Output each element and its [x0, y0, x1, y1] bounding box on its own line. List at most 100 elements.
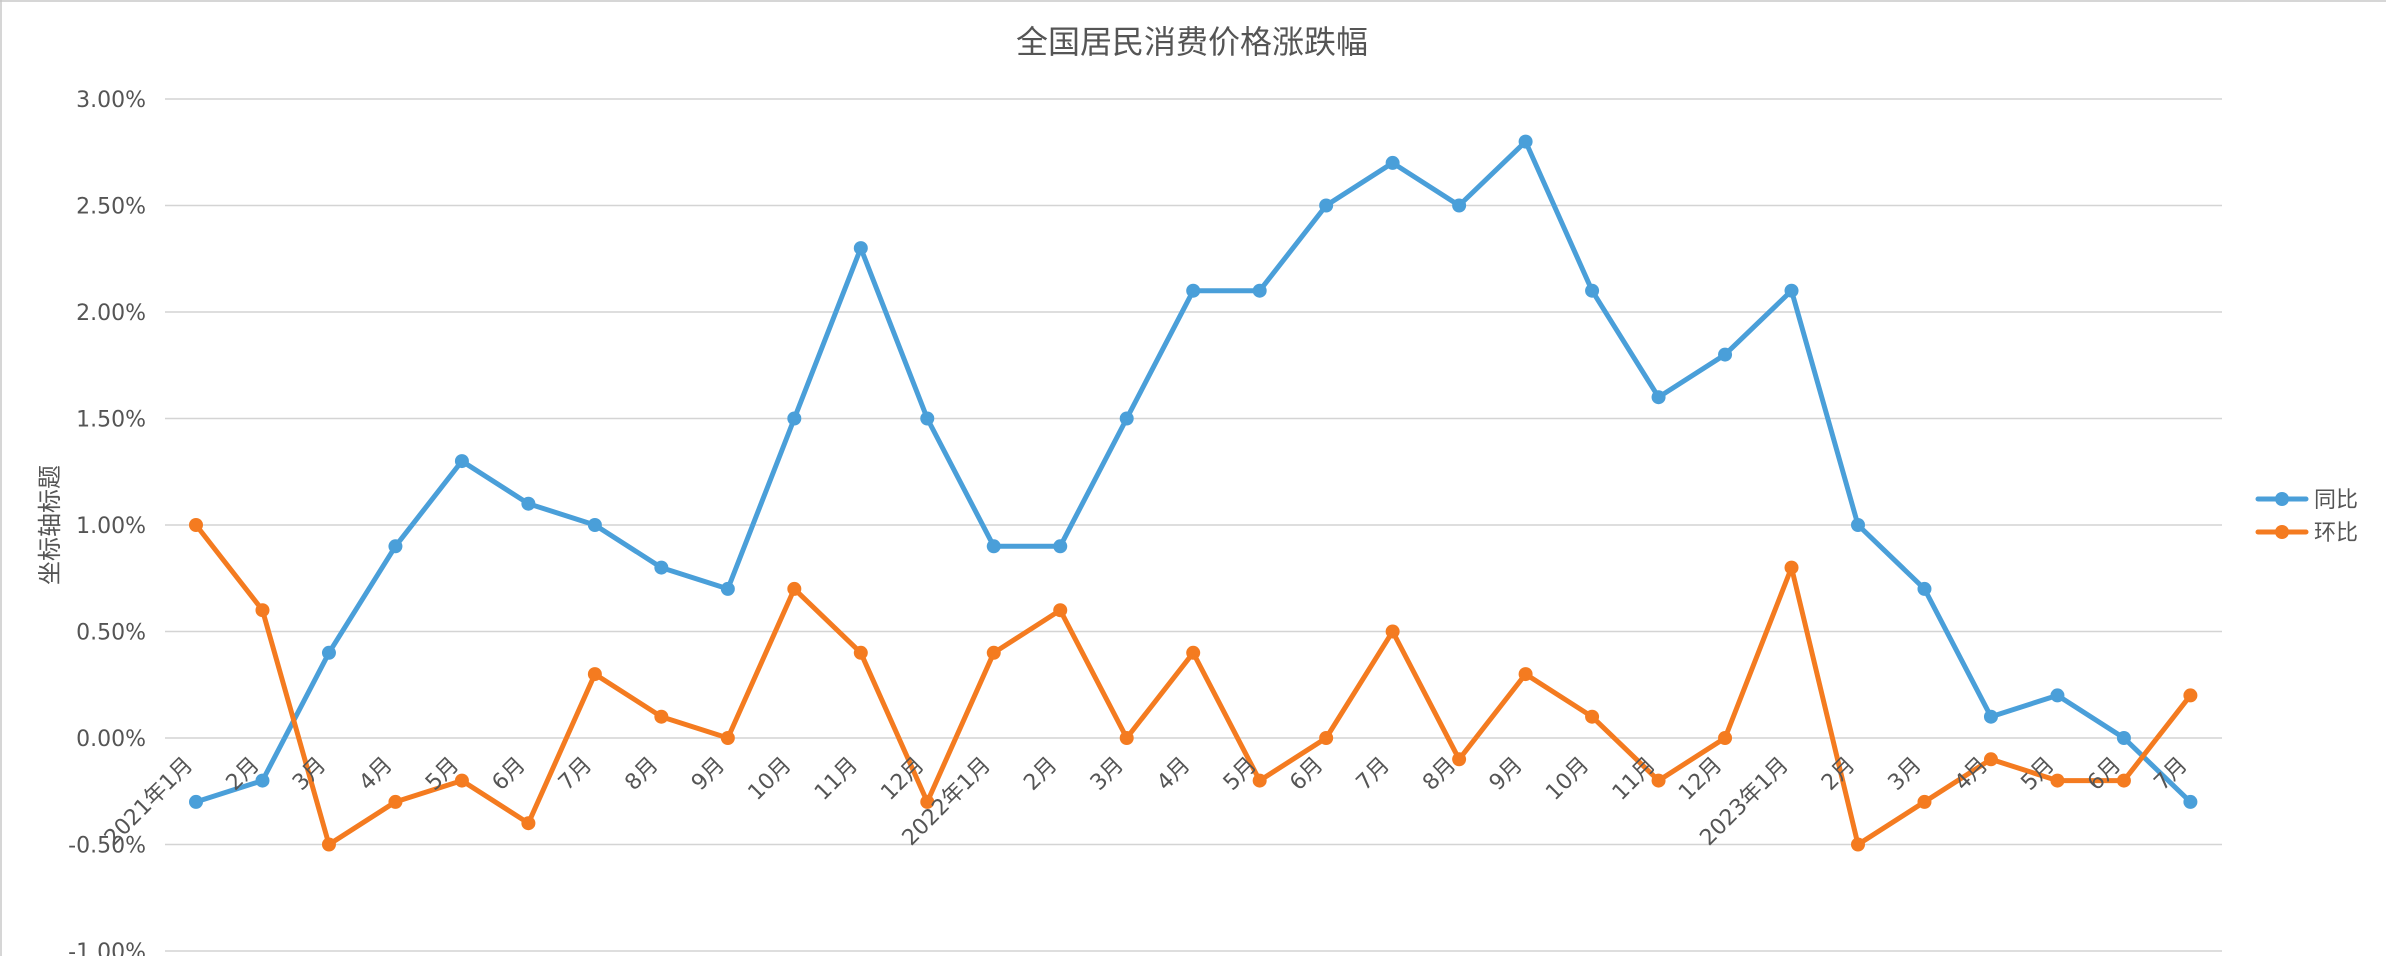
data-point [587, 518, 602, 532]
legend-marker-1 [2275, 492, 2289, 506]
data-point [654, 709, 669, 724]
x-tick-label: 2021年1月 [100, 753, 198, 851]
data-point [853, 241, 868, 256]
y-axis-ticks: 3.00% 2.50% 2.00% 1.50% 1.00% 0.50% 0.00% -0.50… [68, 88, 146, 956]
data-point [189, 794, 203, 809]
data-point [255, 773, 270, 788]
data-point [1585, 709, 1600, 724]
data-point [454, 773, 469, 788]
data-point [1186, 645, 1201, 660]
data-point [1983, 709, 1998, 724]
data-point [1784, 283, 1799, 298]
data-point [1585, 283, 1600, 298]
x-tick-label: 7月 [1352, 753, 1395, 796]
legend-label-1: 同比 [2314, 488, 2358, 513]
y-axis-title: 坐标轴标题 [36, 465, 64, 585]
data-point [853, 645, 868, 660]
data-point [787, 411, 802, 426]
data-point [321, 837, 336, 852]
x-tick-label: 7月 [554, 753, 597, 796]
data-point [1385, 624, 1400, 639]
x-tick-label: 6月 [2083, 753, 2126, 796]
legend-label-2: 环比 [2314, 521, 2358, 546]
chart-title: 全国居民消费价格涨跌幅 [1016, 23, 1368, 61]
legend-marker-2 [2275, 525, 2289, 539]
x-tick-label: 6月 [488, 753, 531, 796]
data-point [1651, 773, 1666, 788]
series-line-2 [193, 522, 2193, 847]
data-point [1186, 283, 1201, 298]
data-point [1319, 731, 1334, 745]
y-tick-label: 2.50% [76, 195, 146, 220]
x-tick-label: 5月 [1219, 753, 1262, 796]
y-tick-label: 1.00% [76, 514, 146, 539]
gridlines [165, 98, 2222, 952]
x-tick-label: 4月 [355, 753, 398, 796]
data-point [1385, 155, 1400, 170]
y-tick-label: 1.50% [76, 408, 146, 433]
data-point [388, 794, 403, 809]
data-point [1983, 752, 1998, 767]
x-tick-label: 3月 [1086, 753, 1129, 796]
data-point [720, 731, 735, 745]
data-point [587, 667, 602, 682]
data-point [1119, 411, 1134, 426]
data-point [986, 645, 1001, 660]
data-point [454, 454, 469, 469]
data-point [1053, 539, 1068, 554]
data-point [1917, 581, 1932, 596]
data-point [189, 518, 203, 532]
data-point [1718, 347, 1733, 362]
y-tick-label: 0.00% [76, 727, 146, 752]
data-point [1452, 198, 1467, 213]
data-point [2050, 688, 2065, 703]
data-point [1319, 198, 1334, 213]
x-tick-label: 3月 [288, 753, 331, 796]
data-point [1718, 731, 1733, 745]
y-tick-label: 3.00% [76, 88, 146, 113]
x-tick-label: 3月 [1884, 753, 1927, 796]
x-tick-label: 4月 [1152, 753, 1195, 796]
x-tick-label: 10月 [744, 753, 797, 806]
y-tick-label: 2.00% [76, 301, 146, 326]
data-point [654, 560, 669, 575]
data-point [521, 816, 536, 831]
x-tick-label: 9月 [1485, 753, 1528, 796]
x-tick-label: 12月 [1674, 753, 1727, 806]
data-point [521, 496, 536, 511]
data-point [1518, 667, 1533, 682]
data-point [986, 539, 1001, 554]
data-point [321, 645, 336, 660]
data-point [920, 794, 935, 809]
data-point [2183, 688, 2198, 703]
x-tick-label: 2月 [1019, 753, 1062, 796]
x-tick-label: 12月 [876, 753, 929, 806]
x-tick-label: 7月 [2150, 753, 2193, 796]
y-tick-label: -1.00% [68, 940, 146, 956]
data-point [720, 581, 735, 596]
data-point [1252, 773, 1267, 788]
data-point [1053, 603, 1068, 618]
series-line-1 [193, 139, 2193, 805]
data-point [787, 581, 802, 596]
data-point [1784, 560, 1799, 575]
x-tick-label: 9月 [687, 753, 730, 796]
data-point [2116, 731, 2131, 745]
data-point [2116, 773, 2131, 788]
data-point [1119, 731, 1134, 745]
data-point [1917, 794, 1932, 809]
data-points [189, 134, 2198, 852]
data-point [1851, 837, 1865, 852]
data-point [1252, 283, 1267, 298]
x-tick-label: 11月 [810, 753, 863, 806]
data-point [2050, 773, 2065, 788]
x-tick-label: 5月 [2017, 753, 2060, 796]
data-point [1651, 390, 1666, 405]
x-tick-label: 2月 [1817, 753, 1860, 796]
y-tick-label: 0.50% [76, 621, 146, 646]
series-lines [193, 139, 2193, 847]
